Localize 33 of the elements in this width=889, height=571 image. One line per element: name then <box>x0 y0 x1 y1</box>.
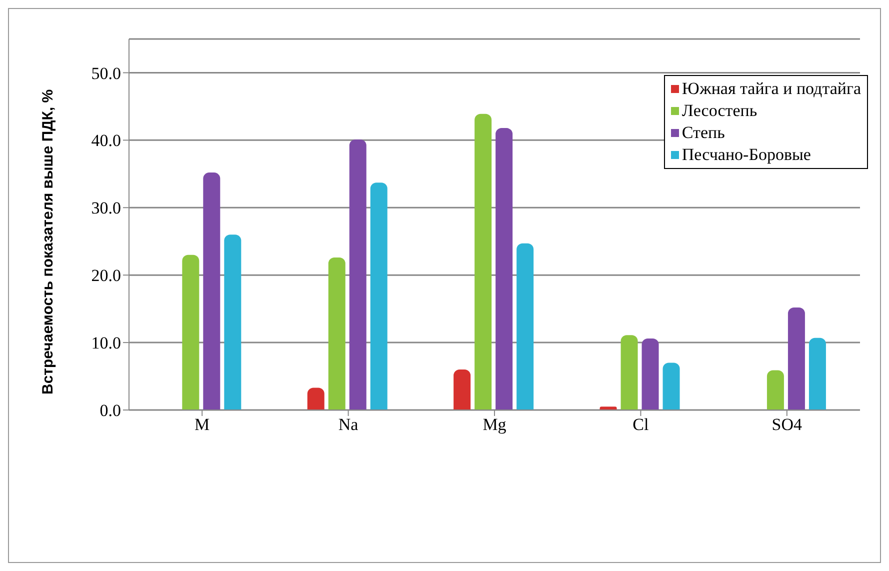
x-tick-label: SO4 <box>772 415 803 434</box>
x-tick-label: Na <box>338 415 359 434</box>
x-tick-label: Cl <box>632 415 650 434</box>
x-tick-label: Mg <box>482 415 507 434</box>
bar <box>182 254 200 410</box>
bar <box>662 362 680 410</box>
bar <box>454 370 471 410</box>
y-tick-label: 0.0 <box>100 401 121 420</box>
bar <box>808 338 826 410</box>
bar <box>474 114 492 410</box>
bar <box>496 128 513 410</box>
bar <box>203 172 220 410</box>
legend-label: Южная тайга и подтайга <box>682 78 861 100</box>
y-tick-label: 50.0 <box>91 64 121 83</box>
y-tick-label: 20.0 <box>91 266 121 286</box>
legend-label: Лесостепь <box>682 100 758 122</box>
y-tick-label: 40.0 <box>91 131 121 150</box>
y-tick-label: 30.0 <box>91 198 121 218</box>
legend-label: Песчано-Боровые <box>682 144 811 166</box>
y-tick-label: 10.0 <box>91 334 121 353</box>
bar <box>516 243 534 410</box>
x-tick-label: M <box>194 415 210 434</box>
bar <box>370 182 388 410</box>
y-axis-title: Встречаемость показателя выше ПДК, % <box>39 89 56 394</box>
bar <box>328 258 346 410</box>
bar <box>307 388 324 410</box>
bar <box>642 338 659 410</box>
bar <box>620 335 638 410</box>
bar <box>224 234 242 410</box>
bar <box>349 140 366 410</box>
legend-label: Степь <box>682 122 725 144</box>
bar <box>766 370 784 410</box>
bar <box>788 307 805 410</box>
